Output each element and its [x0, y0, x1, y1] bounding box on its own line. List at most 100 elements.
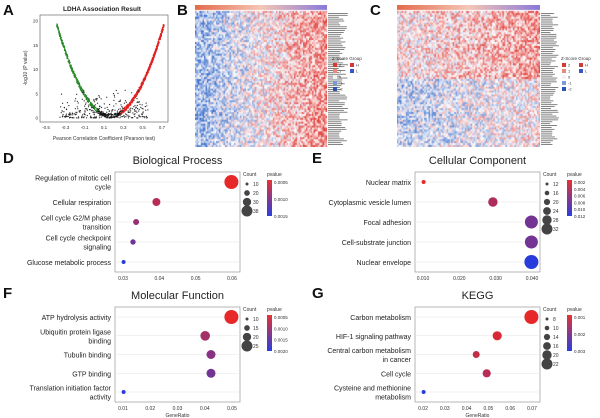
heatmap-row-label	[328, 41, 346, 43]
legend-label: 0	[339, 75, 342, 80]
heatmap-row-label	[541, 117, 559, 119]
legend-label: 1	[568, 69, 571, 74]
volcano-point	[81, 114, 84, 116]
legend-size-dot	[541, 358, 553, 370]
x-axis-label: GeneRatio	[166, 413, 190, 418]
volcano-point	[129, 110, 131, 112]
heatmap-row-label	[541, 102, 552, 104]
volcano-point	[142, 108, 144, 110]
plot-title: Molecular Function	[131, 290, 224, 302]
volcano-point	[86, 97, 88, 99]
volcano-point	[107, 114, 110, 117]
legend-count-label: 10	[553, 326, 559, 332]
legend-p-colorbar	[567, 315, 572, 351]
volcano-point	[119, 117, 121, 119]
volcano-point	[144, 75, 147, 77]
volcano-point	[61, 41, 63, 43]
volcano-point	[153, 53, 155, 56]
heatmap-row-label	[541, 68, 555, 69]
heatmap-row-label	[541, 79, 556, 81]
volcano-point	[154, 52, 156, 54]
volcano-point	[106, 117, 108, 119]
volcano-point	[100, 111, 102, 113]
heatmap-row-label	[328, 68, 339, 69]
data-point	[121, 260, 126, 264]
volcano-point	[70, 114, 72, 116]
heatmap-c-legend-title: Z-Score Group	[561, 56, 591, 61]
heatmap-row-label	[328, 104, 345, 106]
volcano-points	[56, 23, 165, 119]
dotplot-biological-process: Biological Process Regulation of mitotic …	[27, 155, 288, 282]
legend-label: 2	[568, 63, 571, 68]
xtick-label: 0.04	[462, 406, 472, 412]
volcano-point	[125, 105, 127, 108]
volcano-point	[143, 77, 146, 79]
volcano-point	[134, 105, 136, 107]
volcano-point	[75, 111, 77, 113]
heatmap-row-label	[328, 115, 340, 117]
category-label: HIF-1 signaling pathway	[336, 334, 412, 341]
volcano-point	[90, 104, 92, 107]
volcano-point	[132, 112, 134, 114]
category-label: Cell cycle G2/M phase	[41, 216, 111, 223]
heatmap-row-label	[541, 142, 551, 144]
volcano-point	[161, 32, 163, 34]
volcano-point	[134, 94, 136, 96]
heatmap-row-label	[541, 87, 559, 88]
volcano-point	[74, 100, 76, 102]
heatmap-row-label	[541, 30, 554, 31]
volcano-point	[135, 110, 137, 112]
volcano-point	[133, 106, 135, 108]
legend-size-dot	[543, 333, 551, 341]
legend-size-dot	[543, 207, 551, 215]
xtick-label: 0.010	[417, 276, 430, 282]
legend-count-label: 22	[553, 362, 559, 368]
volcano-xtick-label: -0.3	[61, 125, 69, 130]
volcano-point	[76, 93, 78, 95]
legend-size-dot	[242, 197, 252, 207]
volcano-point	[88, 100, 91, 103]
heatmap-row-label	[541, 73, 555, 75]
heatmap-row-label	[541, 134, 553, 136]
volcano-point	[85, 102, 87, 104]
xtick-label: 0.06	[227, 276, 237, 282]
heatmap-row-label	[541, 49, 556, 50]
category-label: Translation initiation factor	[30, 386, 112, 393]
category-label: Nuclear envelope	[357, 260, 412, 267]
heatmap-row-label	[541, 94, 554, 96]
volcano-point	[141, 104, 143, 106]
heatmap-row-label	[328, 140, 347, 142]
volcano-point	[61, 110, 63, 112]
heatmap-row-label	[328, 123, 342, 125]
volcano-point	[121, 106, 123, 108]
volcano-xtick-label: 0.3	[120, 125, 127, 130]
volcano-point	[99, 110, 101, 113]
volcano-point	[92, 106, 94, 109]
volcano-point	[134, 110, 136, 112]
legend-p-label: 0.0015	[274, 214, 288, 219]
volcano-point	[98, 110, 100, 113]
volcano-point	[87, 101, 90, 103]
volcano-point	[83, 100, 85, 102]
heatmap-row-label	[328, 28, 347, 30]
heatmap-c-labels	[541, 13, 559, 145]
heatmap-row-label	[541, 33, 557, 35]
heatmap-row-label	[541, 71, 554, 73]
legend-swatch	[333, 75, 337, 79]
data-point	[524, 255, 539, 269]
data-point	[488, 197, 498, 207]
volcano-point	[61, 39, 63, 41]
legend-count-label: 8	[553, 317, 556, 323]
legend-count-label: 12	[553, 182, 559, 188]
volcano-point	[138, 116, 140, 118]
volcano-point	[162, 28, 164, 31]
volcano-point	[72, 71, 75, 74]
volcano-point	[107, 113, 109, 115]
volcano-point	[95, 116, 97, 118]
volcano-point	[103, 103, 105, 105]
volcano-point	[94, 104, 96, 106]
heatmap-row-label	[541, 64, 551, 66]
heatmap-row-label	[541, 89, 556, 90]
volcano-point	[85, 108, 87, 110]
heatmap-row-label	[541, 127, 552, 128]
